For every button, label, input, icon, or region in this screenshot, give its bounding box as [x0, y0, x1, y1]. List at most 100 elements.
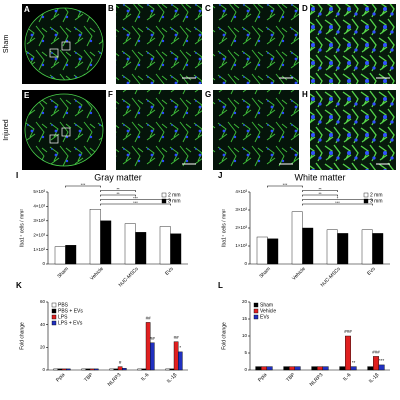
y-tick-label: 1×10³	[235, 243, 247, 248]
y-tick-label: 2×10³	[33, 232, 45, 237]
x-tick-label: NLRP3	[107, 372, 123, 388]
significance-mark: ***	[283, 182, 288, 187]
y-tick-label: 0	[244, 261, 247, 266]
legend-swatch	[363, 198, 369, 204]
significance-bracket	[302, 190, 338, 192]
legend-label: LPS + EVs	[58, 320, 83, 326]
bar	[65, 245, 77, 265]
bar	[159, 226, 171, 265]
significance-bracket	[302, 194, 338, 197]
chart-title: White matter	[294, 172, 345, 182]
bar	[311, 366, 318, 371]
bar	[109, 368, 114, 371]
legend-swatch	[253, 314, 259, 320]
significance-mark: ***	[133, 195, 138, 200]
row-label: Injured	[3, 119, 10, 141]
bar	[267, 238, 279, 265]
bar	[291, 211, 303, 265]
bar	[289, 366, 296, 371]
significance-bracket	[302, 199, 373, 201]
bar	[372, 233, 384, 265]
x-tick-label: Sham	[258, 266, 271, 279]
x-tick-label: hUC-MSCs	[118, 266, 140, 288]
inset-box	[61, 127, 71, 137]
legend-swatch	[51, 320, 57, 326]
panel-letter: F	[108, 90, 113, 99]
y-tick-label: 5	[244, 350, 247, 355]
bar	[177, 351, 183, 371]
x-tick-label: IL-6	[342, 372, 352, 382]
legend-swatch	[51, 302, 57, 308]
spinal-cord-section	[24, 7, 104, 81]
bar	[322, 366, 329, 371]
x-tick-label: NLRP3	[309, 372, 325, 388]
bar	[145, 322, 151, 371]
y-tick-label: 3×10³	[33, 218, 45, 223]
significance-mark: ***	[133, 200, 138, 205]
panel-letter: B	[108, 4, 114, 13]
bar	[326, 229, 338, 265]
significance-bracket	[100, 190, 136, 192]
legend-swatch	[51, 314, 57, 320]
x-tick-label: Ppia	[55, 372, 66, 383]
bar	[256, 236, 268, 265]
bar	[93, 368, 99, 371]
legend-swatch	[363, 192, 369, 198]
legend-label: 2 mm	[370, 192, 383, 198]
y-axis-label: Fold change	[19, 322, 25, 350]
y-axis-label: Iba1⁺ cells / mm²	[19, 209, 25, 247]
significance-mark: ##	[146, 316, 152, 321]
y-tick-label: 3×10³	[235, 207, 247, 212]
bar	[137, 368, 143, 371]
significance-mark: **	[318, 186, 322, 191]
y-tick-label: 0	[244, 367, 247, 372]
x-tick-label: Vehicle	[89, 266, 105, 282]
bar	[135, 232, 147, 265]
charts: I Gray matter Iba1⁺ cells / mm² 0 1×10³ 2×10³…	[16, 171, 390, 388]
legend-label: Sham	[260, 302, 273, 308]
row-label: Sham	[3, 35, 10, 53]
chart: K Fold change 0 20 40 60 Ppia TBP NLRP3 IL-6 IL-1β…	[16, 281, 188, 388]
micrograph	[213, 4, 299, 84]
legend-swatch	[253, 302, 259, 308]
legend-swatch	[51, 308, 57, 314]
bar	[65, 368, 71, 371]
bar	[361, 229, 373, 265]
legend-label: EVs	[260, 314, 270, 320]
x-tick-label: hUC-MSCs	[320, 266, 342, 288]
legend-label: LPS	[58, 314, 68, 320]
significance-mark: *	[179, 345, 181, 350]
chart: I Gray matter Iba1⁺ cells / mm² 0 1×10³ 2×10³…	[16, 171, 188, 288]
bar	[113, 368, 119, 371]
panel-letter: J	[218, 171, 222, 180]
micrograph	[116, 4, 202, 84]
bar	[283, 366, 290, 371]
bar	[85, 368, 91, 371]
bar	[378, 364, 385, 371]
bar	[117, 366, 123, 371]
significance-bracket	[302, 203, 373, 206]
bar	[121, 368, 127, 371]
significance-mark: ##	[174, 335, 180, 340]
bar	[350, 366, 357, 371]
chart: L Fold change 0 5 10 15 20 Ppia TBP NLRP3 IL-6 IL-1…	[218, 281, 390, 388]
significance-mark: **	[352, 360, 356, 365]
legend-label: PBS + EVs	[58, 308, 83, 314]
bar	[261, 366, 268, 371]
y-tick-label: 20	[242, 299, 248, 304]
x-tick-label: Ppia	[257, 372, 268, 383]
significance-bracket	[100, 199, 171, 201]
micrograph	[310, 90, 396, 170]
significance-mark: ###	[372, 350, 380, 355]
y-tick-label: 2×10³	[235, 225, 247, 230]
bar	[294, 366, 301, 371]
panel-letter: H	[302, 90, 308, 99]
bar	[61, 368, 67, 371]
bar	[173, 341, 179, 371]
y-tick-label: 5×10³	[33, 189, 45, 194]
x-tick-label: TBP	[285, 372, 297, 384]
panel-letter: D	[302, 4, 308, 13]
bar	[149, 342, 155, 371]
significance-mark: ***	[379, 358, 385, 363]
spinal-cord-section	[24, 93, 104, 167]
